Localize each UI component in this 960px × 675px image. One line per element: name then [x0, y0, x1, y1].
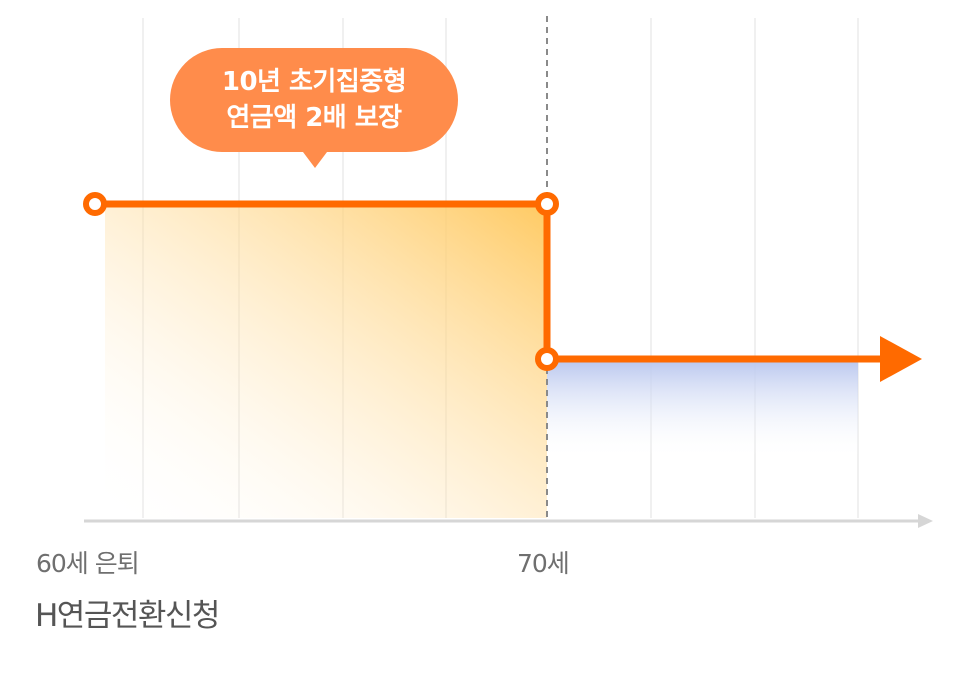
callout-line-2: 연금액 2배 보장: [226, 103, 402, 133]
start-point: [83, 192, 107, 216]
early-period-fill: [105, 204, 547, 518]
axis-label-70: 70세: [517, 549, 570, 578]
age-70-high-point: [535, 192, 559, 216]
arrow-head-icon: [880, 336, 922, 382]
later-period-fill: [547, 359, 858, 459]
callout-bubble: 10년 초기집중형 연금액 2배 보장: [170, 48, 458, 152]
x-axis: [84, 514, 933, 528]
pension-amount-line: [95, 200, 890, 363]
bubble-tail: [300, 148, 330, 168]
axis-label-start: 60세 은퇴: [36, 549, 140, 578]
callout-line-1: 10년 초기집중형: [221, 67, 407, 97]
caption: H연금전환신청: [35, 598, 220, 634]
age-70-low-point: [535, 347, 559, 371]
